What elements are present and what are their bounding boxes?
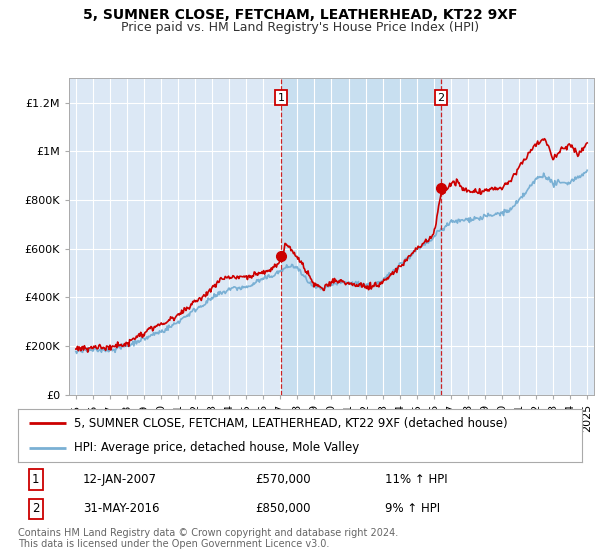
Text: 31-MAY-2016: 31-MAY-2016 (83, 502, 160, 515)
Text: 5, SUMNER CLOSE, FETCHAM, LEATHERHEAD, KT22 9XF (detached house): 5, SUMNER CLOSE, FETCHAM, LEATHERHEAD, K… (74, 417, 508, 430)
Text: HPI: Average price, detached house, Mole Valley: HPI: Average price, detached house, Mole… (74, 441, 359, 454)
Text: 12-JAN-2007: 12-JAN-2007 (83, 473, 157, 486)
Text: 1: 1 (32, 473, 40, 486)
Text: 1: 1 (278, 92, 284, 102)
Text: 2: 2 (437, 92, 445, 102)
Text: 5, SUMNER CLOSE, FETCHAM, LEATHERHEAD, KT22 9XF: 5, SUMNER CLOSE, FETCHAM, LEATHERHEAD, K… (83, 8, 517, 22)
Bar (281, 78, 441, 395)
Text: £850,000: £850,000 (255, 502, 310, 515)
Text: 2: 2 (32, 502, 40, 515)
Text: Contains HM Land Registry data © Crown copyright and database right 2024.
This d: Contains HM Land Registry data © Crown c… (18, 528, 398, 549)
Text: £570,000: £570,000 (255, 473, 311, 486)
Text: 9% ↑ HPI: 9% ↑ HPI (385, 502, 440, 515)
Text: Price paid vs. HM Land Registry's House Price Index (HPI): Price paid vs. HM Land Registry's House … (121, 21, 479, 34)
Text: 11% ↑ HPI: 11% ↑ HPI (385, 473, 447, 486)
